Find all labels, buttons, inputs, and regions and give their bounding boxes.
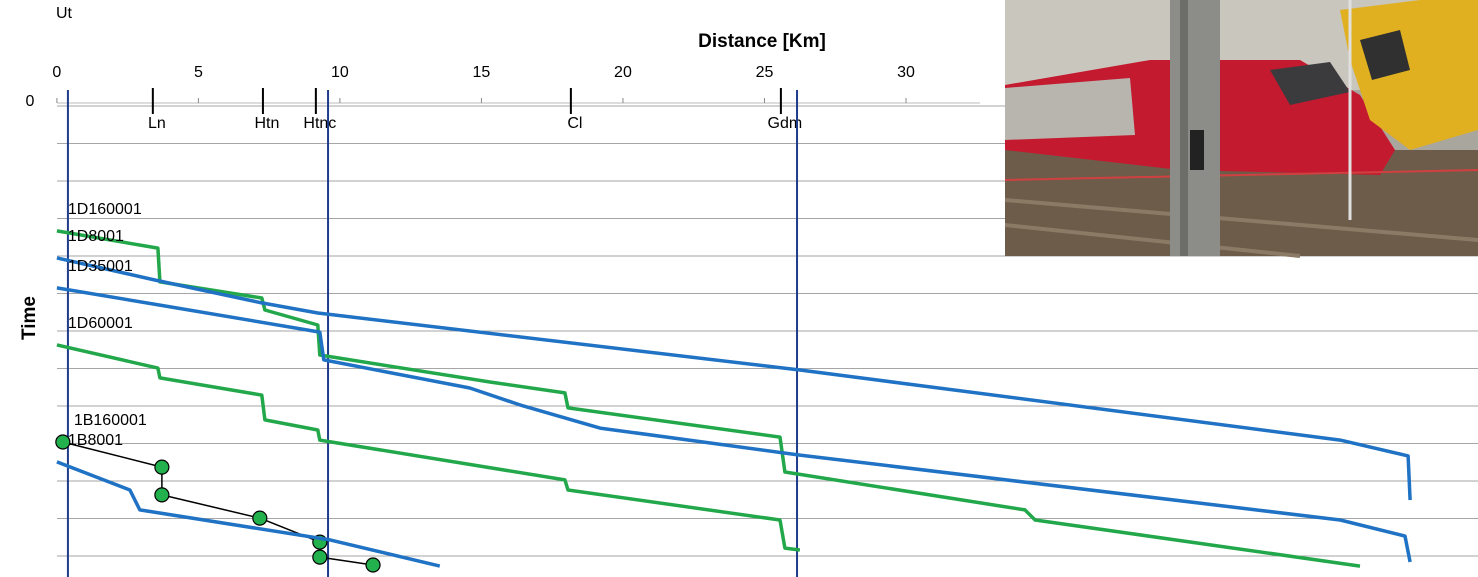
train-marker	[313, 550, 327, 564]
train-label: 1D60001	[68, 315, 133, 332]
train-path	[57, 345, 800, 550]
photo	[1005, 0, 1478, 256]
station-label: Htnc	[303, 115, 336, 132]
station-label: Cl	[567, 115, 582, 132]
x-tick-label: 30	[897, 64, 915, 81]
train-path	[57, 258, 1410, 500]
station-label: Ln	[148, 115, 166, 132]
x-axis-label: Distance [Km]	[698, 31, 826, 52]
y-axis-label: Time	[19, 296, 40, 340]
chart: Ut Distance [Km] Time 00 5 10 15 20 25 30 Ln Htn…	[0, 0, 1478, 577]
train-label: 1D8001	[68, 228, 124, 245]
train-marker	[366, 558, 380, 572]
x-tick-label: 5	[194, 64, 203, 81]
station-label: Htn	[254, 115, 279, 132]
train-marker	[155, 460, 169, 474]
train-marker	[155, 488, 169, 502]
train-label: 1D35001	[68, 258, 133, 275]
train-label: 1D160001	[68, 201, 142, 218]
train-path	[63, 442, 373, 565]
x-tick-label: 0	[52, 64, 61, 81]
y-tick-label: 0	[26, 93, 35, 110]
origin-label: Ut	[56, 5, 73, 22]
x-tick-label: 15	[473, 64, 491, 81]
train-label: 1B8001	[68, 432, 123, 449]
x-tick-label: 20	[614, 64, 632, 81]
train-label: 1B160001	[74, 412, 147, 429]
x-tick-label: 10	[331, 64, 349, 81]
train-path	[57, 462, 440, 566]
train-marker	[253, 511, 267, 525]
x-tick-label: 25	[756, 64, 774, 81]
page: Ut Distance [Km] Time 00 5 10 15 20 25 30 Ln Htn…	[0, 0, 1478, 577]
